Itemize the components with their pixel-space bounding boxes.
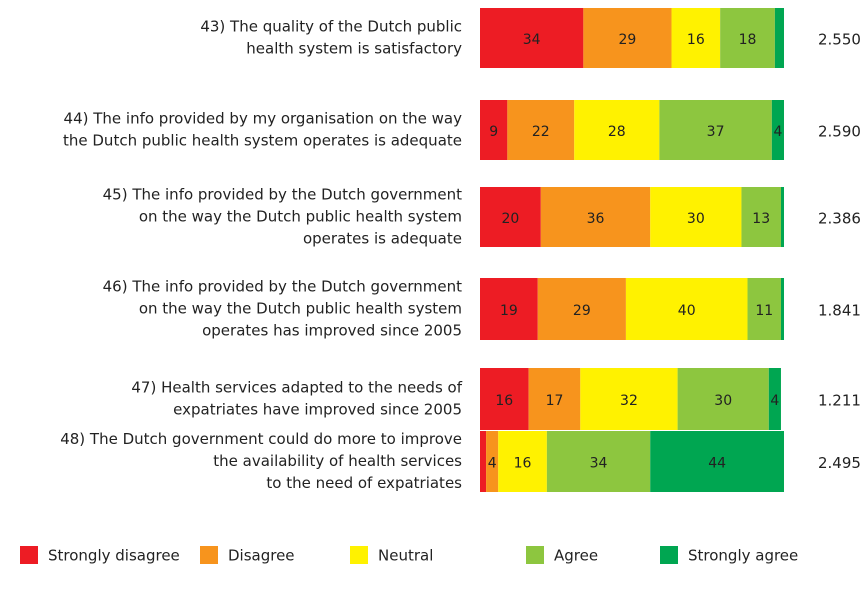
question-label: on the way the Dutch public health syste… [139, 208, 462, 226]
data-label: 18 [739, 32, 757, 48]
bar-segment [780, 187, 784, 247]
score: 1.211 [818, 392, 861, 410]
question-label: 44) The info provided by my organisation… [64, 110, 463, 128]
score: 2.495 [818, 454, 861, 472]
question-label: 43) The quality of the Dutch public [200, 18, 462, 36]
bar-segment [574, 100, 660, 160]
data-label: 4 [488, 456, 497, 472]
data-label: 4 [773, 124, 782, 140]
bar-segment [768, 368, 781, 430]
bar-segment [671, 8, 721, 68]
legend-label: Neutral [378, 547, 433, 565]
bar-segment [480, 278, 538, 340]
data-label: 4 [770, 393, 779, 409]
question-label: health system is satisfactory [246, 40, 462, 58]
data-label: 16 [687, 32, 705, 48]
bar-segment [720, 8, 775, 68]
bar-segment [480, 368, 529, 430]
bar-segment [480, 100, 508, 160]
data-label: 22 [532, 124, 550, 140]
data-label: 36 [587, 211, 605, 227]
bar-segment [540, 187, 651, 247]
question-label: expatriates have improved since 2005 [173, 401, 462, 419]
bar-segment [625, 278, 748, 340]
legend-swatch [660, 546, 678, 564]
bar-segment [583, 8, 672, 68]
data-label: 29 [573, 303, 591, 319]
legend-swatch [350, 546, 368, 564]
data-label: 37 [707, 124, 725, 140]
bar-segment [498, 431, 547, 492]
bar-segment [774, 8, 784, 68]
bar-segment [677, 368, 769, 430]
question-label: 47) Health services adapted to the needs… [131, 379, 462, 397]
bar-segment [507, 100, 575, 160]
data-label: 28 [608, 124, 626, 140]
question-label: 48) The Dutch government could do more t… [60, 430, 462, 448]
legend-swatch [200, 546, 218, 564]
bar-segment [741, 187, 781, 247]
data-label: 44 [708, 456, 726, 472]
question-label: operates is adequate [303, 230, 462, 248]
bar-segment [650, 187, 742, 247]
data-label: 16 [495, 393, 513, 409]
data-label: 32 [620, 393, 638, 409]
bar-segment [486, 431, 499, 492]
question-label: the Dutch public health system operates … [63, 132, 462, 150]
question-label: 46) The info provided by the Dutch gover… [103, 278, 462, 296]
score: 2.590 [818, 123, 861, 141]
data-label: 29 [619, 32, 637, 48]
question-label: the availability of health services [213, 452, 462, 470]
data-label: 17 [546, 393, 564, 409]
legend-label: Disagree [228, 547, 295, 565]
bar-segment [480, 431, 487, 492]
question-label: on the way the Dutch public health syste… [139, 300, 462, 318]
bar-segment [650, 431, 784, 492]
bar-segment [537, 278, 626, 340]
data-label: 20 [501, 211, 519, 227]
data-label: 34 [523, 32, 541, 48]
bar-segment [580, 368, 678, 430]
data-label: 13 [752, 211, 770, 227]
bar-segment [480, 187, 541, 247]
bar-segment [659, 100, 772, 160]
legend-label: Strongly disagree [48, 547, 180, 565]
data-label: 40 [678, 303, 696, 319]
legend-swatch [20, 546, 38, 564]
legend-swatch [526, 546, 544, 564]
bar-segment [747, 278, 781, 340]
legend-label: Agree [554, 547, 598, 565]
data-label: 9 [489, 124, 498, 140]
score: 2.386 [818, 210, 861, 228]
bar-segment [771, 100, 784, 160]
question-label: operates has improved since 2005 [202, 322, 462, 340]
data-label: 19 [500, 303, 518, 319]
bar-segment [480, 8, 584, 68]
score: 1.841 [818, 302, 861, 320]
bar-segment [546, 431, 651, 492]
bar-segment [528, 368, 581, 430]
bar-segment [780, 278, 784, 340]
data-label: 34 [590, 456, 608, 472]
legend-label: Strongly agree [688, 547, 798, 565]
score: 2.550 [818, 31, 861, 49]
data-label: 30 [714, 393, 732, 409]
data-label: 11 [755, 303, 773, 319]
data-label: 30 [687, 211, 705, 227]
question-label: to the need of expatriates [266, 474, 462, 492]
data-label: 16 [514, 456, 532, 472]
question-label: 45) The info provided by the Dutch gover… [103, 186, 462, 204]
